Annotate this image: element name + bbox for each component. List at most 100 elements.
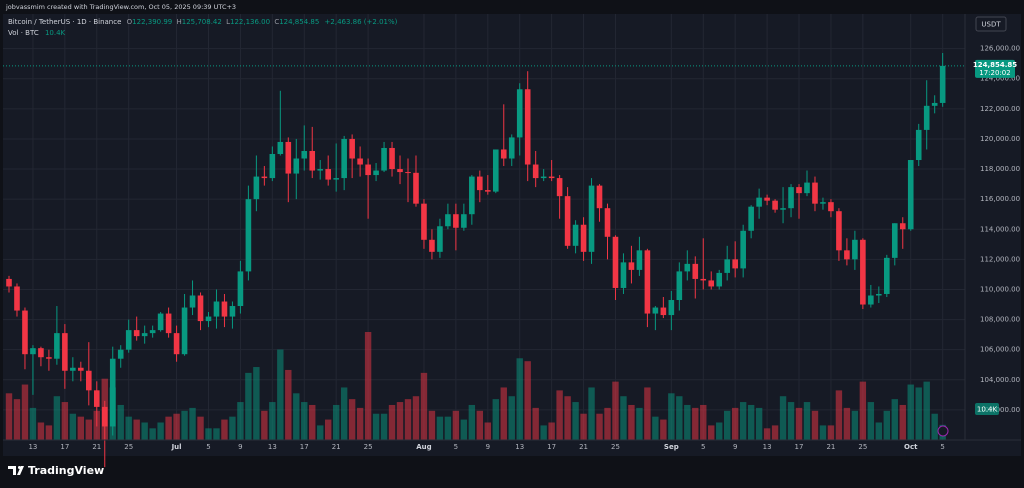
x-tick-label: 9 [486, 443, 490, 451]
candle-body [508, 137, 515, 159]
volume-bar [261, 410, 268, 440]
volume-bar [819, 425, 827, 440]
candle-body [30, 348, 36, 355]
candle-body [604, 208, 611, 237]
x-tick-label: 13 [28, 443, 37, 451]
candle-body [237, 271, 244, 307]
y-tick-label: 102,000.00 [980, 406, 1020, 414]
candle-body [668, 300, 675, 316]
x-tick-label: 17 [547, 443, 556, 451]
candle-body [828, 202, 834, 212]
y-tick-label: 104,000.00 [980, 376, 1020, 384]
volume-bar [29, 407, 37, 440]
candle-body [572, 224, 579, 246]
volume-bar [660, 419, 667, 440]
volume-bar [340, 387, 348, 440]
candle-body [54, 333, 60, 359]
candle-body [62, 333, 68, 371]
volume-bar [564, 396, 571, 440]
volume-bar [213, 428, 220, 440]
volume-bar [516, 358, 523, 440]
volume-bar [867, 402, 875, 440]
volume-bar [596, 413, 603, 440]
candle-body [700, 278, 707, 281]
candle-body [812, 182, 818, 204]
y-tick-label: 118,000.00 [980, 165, 1020, 173]
volume-bar [835, 390, 843, 440]
volume-bar [285, 369, 292, 440]
volume-bar [891, 399, 898, 440]
candle-body [485, 190, 491, 192]
volume-bar [61, 402, 69, 440]
x-tick-label: 5 [454, 443, 458, 451]
volume-bar [803, 402, 811, 440]
event-icon[interactable] [937, 425, 949, 437]
x-tick-label: 21 [579, 443, 588, 451]
volume-bar [628, 404, 635, 440]
currency-button[interactable] [975, 16, 1007, 32]
chart-pane [3, 14, 1021, 456]
candle-body [852, 239, 858, 260]
ohlc-key: C [274, 18, 279, 26]
x-tick-label: Oct [904, 443, 918, 451]
x-tick-label: 5 [701, 443, 705, 451]
volume-bar [795, 407, 803, 440]
x-tick-label: 13 [515, 443, 524, 451]
volume-bar [731, 407, 739, 440]
volume-header: Vol · BTC 10.4K [8, 29, 66, 37]
candle-body [636, 250, 643, 270]
currency-label[interactable]: USDT [981, 21, 1001, 29]
candle-body [580, 224, 587, 252]
volume-bar [293, 393, 300, 440]
ohlc-value: 125,708.42 [182, 18, 222, 26]
volume-bar [652, 416, 659, 440]
logo-dot [18, 466, 21, 469]
x-tick-label: Jul [171, 443, 182, 451]
x-tick-label: 25 [858, 443, 867, 451]
candle-body [149, 330, 156, 334]
credit: jobvassmim created with TradingView.com,… [5, 3, 236, 11]
x-tick-label: 21 [826, 443, 835, 451]
x-tick-label: 9 [733, 443, 737, 451]
candle-body [365, 164, 371, 176]
volume-bar [21, 384, 29, 440]
volume-bar [133, 419, 140, 440]
volume-bar [444, 416, 452, 440]
volume-bar [197, 416, 204, 440]
candle-body [405, 172, 411, 174]
volume-bar [883, 410, 890, 440]
candle-body [293, 158, 300, 174]
y-tick-label: 110,000.00 [980, 285, 1020, 293]
candle-body [532, 164, 539, 179]
candle-body [70, 367, 76, 371]
x-tick-label: Sep [664, 443, 679, 451]
volume-bar [692, 407, 699, 440]
candle-body [86, 370, 92, 391]
candle-body [213, 301, 220, 317]
x-tick-label: 13 [268, 443, 277, 451]
volume-bar [468, 404, 476, 440]
volume-name: Vol · BTC [8, 29, 39, 37]
candle-body [876, 293, 882, 296]
volume-bar [931, 413, 938, 440]
candle-body [429, 239, 435, 252]
candle-body [884, 257, 890, 294]
candle-body [389, 147, 395, 170]
candle-body [684, 263, 691, 272]
candle-body [301, 150, 308, 159]
candle-body [38, 348, 44, 358]
volume-bar [644, 387, 651, 440]
overlay-layer: 102,000.00 104,000.00 106,000.00 108,000.00… [3, 45, 1020, 451]
candle-body [796, 187, 802, 194]
y-tick-label: 124,000.00 [980, 75, 1020, 83]
x-tick-label: 17 [300, 443, 309, 451]
candle-body [117, 349, 124, 359]
candle-body [788, 187, 794, 209]
candle-body [357, 158, 363, 165]
candle-body [173, 333, 180, 355]
candle-body [133, 330, 140, 337]
volume-bar [484, 422, 491, 440]
volume-bar [604, 407, 611, 440]
candle-body [740, 230, 746, 269]
